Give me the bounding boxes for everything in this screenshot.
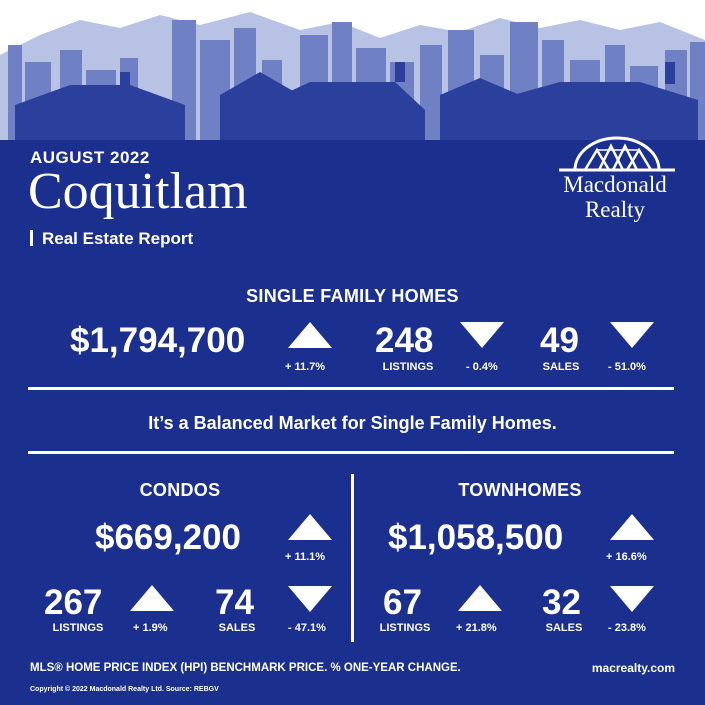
subtitle-text: Real Estate Report <box>42 229 194 248</box>
townhomes-sales: 32 <box>542 583 581 622</box>
townhomes-listings: 67 <box>383 583 422 622</box>
divider-top <box>28 387 674 390</box>
brand-name-line1: Macdonald <box>563 172 667 197</box>
single-family-price-change: + 11.7% <box>285 361 326 373</box>
single-family-listings: 248 <box>375 321 434 360</box>
townhomes-listings-change: + 21.8% <box>456 622 497 634</box>
footer-note: MLS® HOME PRICE INDEX (HPI) BENCHMARK PR… <box>30 662 461 674</box>
townhomes-price-change: + 16.6% <box>606 551 647 563</box>
condos-price: $669,200 <box>95 518 241 557</box>
single-family-sales-change: - 51.0% <box>608 361 646 373</box>
single-family-title: SINGLE FAMILY HOMES <box>246 286 459 306</box>
townhomes-listings-up-icon <box>458 585 502 611</box>
townhomes-sales-label: SALES <box>545 622 583 634</box>
condos-listings-up-icon <box>130 585 174 611</box>
single-family-listings-down-icon <box>460 322 504 348</box>
townhomes-title: TOWNHOMES <box>458 480 582 500</box>
condos-listings-label: LISTINGS <box>52 622 104 634</box>
condos-price-up-icon <box>288 514 332 540</box>
single-family-sales-down-icon <box>610 322 654 348</box>
city-title: Coquitlam <box>28 163 248 220</box>
macdonald-realty-logo <box>559 136 675 172</box>
brand-name: Macdonald Realty <box>545 172 685 222</box>
townhomes-sales-down-icon <box>610 586 654 612</box>
condos-title: CONDOS <box>139 480 221 500</box>
copyright-text: Copyright © 2022 Macdonald Realty Ltd. S… <box>30 686 219 693</box>
townhomes-price-up-icon <box>610 514 654 540</box>
single-family-sales-label: SALES <box>542 361 580 373</box>
website-link[interactable]: macrealty.com <box>591 661 675 675</box>
market-statement: It’s a Balanced Market for Single Family… <box>148 413 557 433</box>
condos-sales: 74 <box>215 583 254 622</box>
report-month: AUGUST 2022 <box>30 148 150 167</box>
subtitle-bar <box>30 230 33 246</box>
townhomes-sales-change: - 23.8% <box>608 622 646 634</box>
condos-listings: 267 <box>44 583 103 622</box>
single-family-listings-change: - 0.4% <box>466 361 498 373</box>
townhomes-price: $1,058,500 <box>388 518 564 557</box>
condos-sales-label: SALES <box>218 622 256 634</box>
skyline-illustration <box>0 0 705 140</box>
brand-name-line2: Realty <box>584 197 646 222</box>
single-family-sales: 49 <box>540 321 579 360</box>
condos-price-change: + 11.1% <box>285 551 326 563</box>
condos-listings-change: + 1.9% <box>133 622 168 634</box>
condos-sales-change: - 47.1% <box>288 622 326 634</box>
divider-vertical <box>351 474 354 642</box>
townhomes-listings-label: LISTINGS <box>379 622 431 634</box>
condos-sales-down-icon <box>288 586 332 612</box>
single-family-price: $1,794,700 <box>70 321 246 360</box>
single-family-price-up-icon <box>288 322 332 348</box>
report-subtitle: Real Estate Report <box>30 229 193 249</box>
houses <box>15 62 698 140</box>
divider-middle <box>28 451 674 454</box>
single-family-listings-label: LISTINGS <box>382 361 434 373</box>
